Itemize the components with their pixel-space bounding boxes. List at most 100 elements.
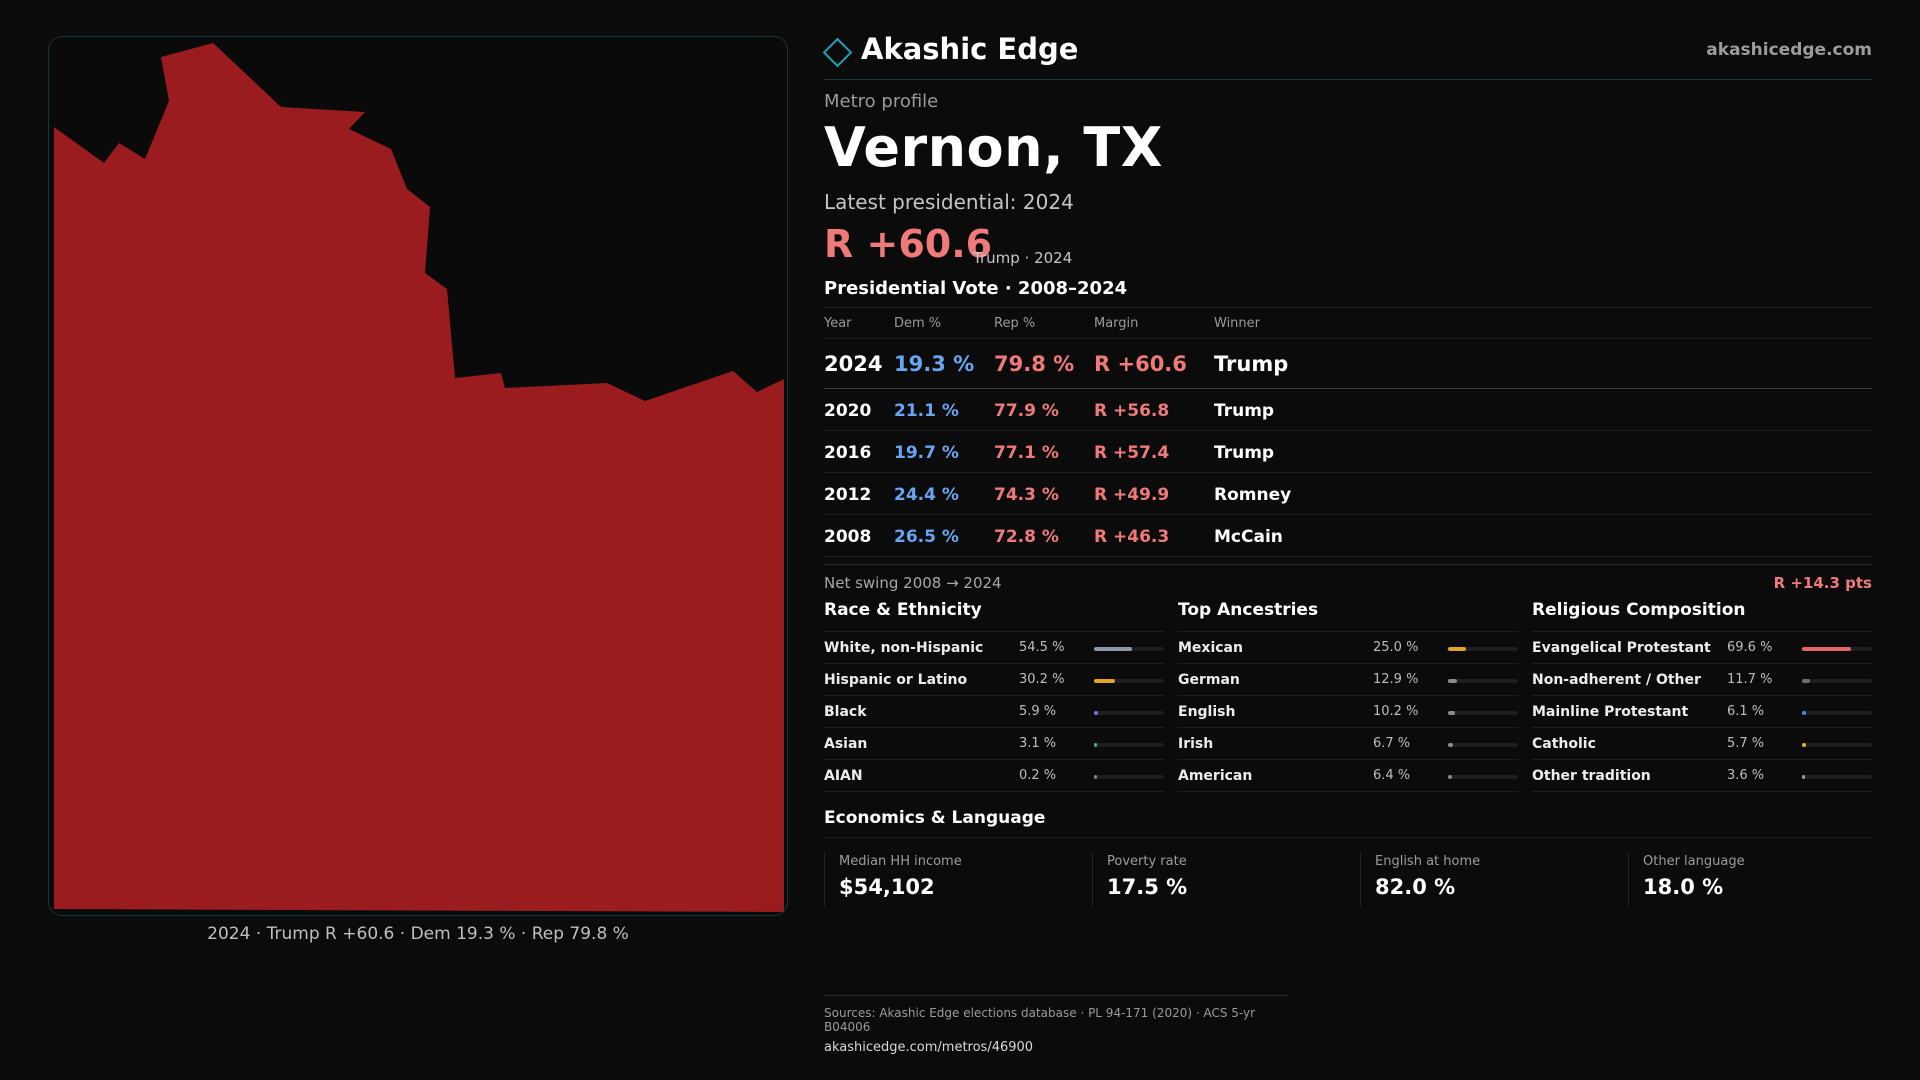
item-value: 30.2 % [1019,672,1065,687]
header-rep: Rep % [994,316,1036,331]
econ-label: Poverty rate [1107,854,1187,869]
table-row: 2008 26.5 % 72.8 % R +46.3 McCain [824,515,1872,557]
share-bar [1802,743,1872,747]
list-item: Mainline Protestant 6.1 % [1532,696,1872,728]
item-value: 3.6 % [1727,768,1765,783]
list-item: Asian 3.1 % [824,728,1164,760]
econ-value: 17.5 % [1107,875,1188,899]
net-swing-row: Net swing 2008 → 2024 R +14.3 pts [824,564,1872,592]
latest-margin: R +60.6 [824,222,993,266]
share-bar-fill [1802,647,1851,651]
table-row: 2016 19.7 % 77.1 % R +57.4 Trump [824,431,1872,473]
net-swing-label: Net swing 2008 → 2024 [824,574,1002,592]
item-value: 5.9 % [1019,704,1057,719]
vote-table-title: Presidential Vote · 2008–2024 [824,278,1128,299]
share-bar [1448,711,1518,715]
brand-diamond-icon [822,37,853,68]
econ-cell: English at home 82.0 % [1360,852,1622,906]
share-bar-fill [1094,679,1116,683]
item-value: 6.1 % [1727,704,1765,719]
cell-margin: R +56.8 [1094,401,1170,421]
section-title: Religious Composition [1532,600,1872,632]
cell-rep: 77.9 % [994,401,1059,421]
list-item: English 10.2 % [1178,696,1518,728]
table-row: 2012 24.4 % 74.3 % R +49.9 Romney [824,473,1872,515]
item-value: 6.4 % [1373,768,1411,783]
share-bar-fill [1802,679,1811,683]
cell-year: 2020 [824,401,872,421]
religion-section: Religious Composition Evangelical Protes… [1532,600,1872,792]
cell-winner: Romney [1214,485,1292,505]
share-bar [1802,711,1872,715]
item-label: Hispanic or Latino [824,672,968,688]
item-label: AIAN [824,768,863,784]
item-label: Non-adherent / Other [1532,672,1701,688]
item-label: German [1178,672,1240,688]
cell-winner: Trump [1214,401,1275,421]
county-map[interactable] [49,37,788,916]
item-label: Irish [1178,736,1214,752]
latest-margin-sub: Trump · 2024 [973,249,1073,267]
item-label: American [1178,768,1253,784]
county-shape[interactable] [54,43,784,912]
share-bar [1094,743,1164,747]
list-item: Hispanic or Latino 30.2 % [824,664,1164,696]
list-item: Evangelical Protestant 69.6 % [1532,632,1872,664]
cell-margin: R +49.9 [1094,485,1170,505]
cell-year: 2016 [824,443,872,463]
cell-dem: 26.5 % [894,527,959,547]
map-caption: 2024 · Trump R +60.6 · Dem 19.3 % · Rep … [207,924,629,944]
cell-winner: McCain [1214,527,1283,547]
cell-rep: 72.8 % [994,527,1059,547]
share-bar-fill [1448,711,1456,715]
list-item: American 6.4 % [1178,760,1518,792]
cell-margin: R +57.4 [1094,443,1170,463]
sources-text: Sources: Akashic Edge elections database… [824,1006,1256,1034]
item-value: 25.0 % [1373,640,1419,655]
item-label: Catholic [1532,736,1596,752]
item-value: 3.1 % [1019,736,1057,751]
list-item: Non-adherent / Other 11.7 % [1532,664,1872,696]
share-bar [1448,775,1518,779]
county-map-panel [48,36,788,916]
share-bar-fill [1802,775,1805,779]
item-label: Mexican [1178,640,1243,656]
item-value: 11.7 % [1727,672,1773,687]
share-bar-fill [1802,711,1807,715]
list-item: White, non-Hispanic 54.5 % [824,632,1164,664]
cell-dem: 19.7 % [894,443,959,463]
share-bar-fill [1448,775,1453,779]
cell-rep: 77.1 % [994,443,1059,463]
econ-cell: Median HH income $54,102 [824,852,1086,906]
share-bar [1802,647,1872,651]
share-bar-fill [1448,647,1466,651]
econ-label: Median HH income [839,854,962,869]
econ-label: English at home [1375,854,1481,869]
share-bar [1094,711,1164,715]
brand-url-link[interactable]: akashicedge.com [1706,40,1872,60]
item-value: 6.7 % [1373,736,1411,751]
net-swing-value: R +14.3 pts [1773,574,1872,592]
cell-winner: Trump [1214,443,1275,463]
econ-cell: Other language 18.0 % [1628,852,1890,906]
item-label: Mainline Protestant [1532,704,1689,720]
item-value: 0.2 % [1019,768,1057,783]
list-item: Black 5.9 % [824,696,1164,728]
ancestries-section: Top Ancestries Mexican 25.0 % German 12.9 %… [1178,600,1518,792]
header-margin: Margin [1094,316,1139,331]
header-dem: Dem % [894,316,942,331]
share-bar [1448,679,1518,683]
share-bar [1094,679,1164,683]
metro-permalink[interactable]: akashicedge.com/metros/46900 [824,1040,1034,1055]
share-bar-fill [1094,743,1097,747]
share-bar-fill [1094,647,1133,651]
table-row: 2024 19.3 % 79.8 % R +60.6 Trump [824,339,1872,389]
item-label: Evangelical Protestant [1532,640,1711,656]
share-bar-fill [1802,743,1806,747]
economics-row: Median HH income $54,102 Poverty rate 17… [824,852,1872,906]
item-value: 54.5 % [1019,640,1065,655]
cell-year: 2012 [824,485,872,505]
econ-value: 82.0 % [1375,875,1456,899]
econ-value: 18.0 % [1643,875,1724,899]
sources-footer: Sources: Akashic Edge elections database… [824,995,1289,1055]
